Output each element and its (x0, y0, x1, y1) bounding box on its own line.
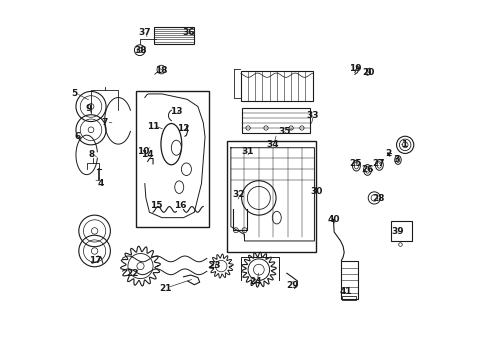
Text: 9: 9 (85, 104, 92, 113)
Text: 33: 33 (306, 111, 318, 120)
Bar (241, 108, 309, 134)
Text: 19: 19 (348, 64, 361, 73)
Text: 30: 30 (309, 187, 322, 196)
Bar (154, 27, 193, 44)
Text: 2: 2 (384, 149, 390, 158)
Text: 16: 16 (174, 201, 186, 210)
Text: 39: 39 (391, 228, 404, 237)
Text: 5: 5 (71, 89, 77, 98)
Text: 37: 37 (138, 28, 151, 37)
Text: 38: 38 (134, 46, 146, 55)
Text: 17: 17 (89, 256, 102, 265)
Text: 27: 27 (372, 159, 385, 168)
Text: 8: 8 (89, 150, 95, 159)
Text: 40: 40 (326, 215, 339, 224)
Text: 31: 31 (241, 147, 253, 156)
Text: 6: 6 (75, 132, 81, 141)
Text: 41: 41 (339, 287, 351, 296)
Text: 3: 3 (393, 155, 399, 164)
Polygon shape (354, 66, 359, 74)
Text: 22: 22 (126, 269, 139, 278)
Text: 4: 4 (98, 179, 104, 188)
Text: 35: 35 (278, 127, 290, 136)
Bar (136, 91, 208, 227)
Text: 28: 28 (372, 194, 385, 203)
Text: 24: 24 (249, 276, 262, 285)
Text: 23: 23 (207, 261, 220, 270)
Text: 21: 21 (159, 284, 171, 293)
Text: 14: 14 (141, 150, 153, 159)
Text: 36: 36 (183, 28, 195, 37)
Text: 20: 20 (361, 68, 374, 77)
Text: 26: 26 (361, 165, 373, 174)
Text: 1: 1 (400, 140, 407, 149)
Text: 29: 29 (286, 281, 299, 290)
Text: 34: 34 (265, 140, 278, 149)
Bar (390, 221, 411, 241)
Bar (227, 140, 315, 252)
Text: 18: 18 (155, 66, 167, 75)
Text: 10: 10 (137, 147, 149, 156)
Text: 11: 11 (146, 122, 159, 131)
Bar (340, 261, 357, 299)
Bar (341, 296, 356, 300)
Text: 25: 25 (349, 159, 361, 168)
Text: 12: 12 (177, 123, 189, 132)
Text: 15: 15 (149, 201, 162, 210)
Text: 13: 13 (170, 107, 182, 116)
Text: 32: 32 (232, 190, 245, 199)
Bar (241, 71, 312, 101)
Text: 7: 7 (101, 118, 108, 127)
